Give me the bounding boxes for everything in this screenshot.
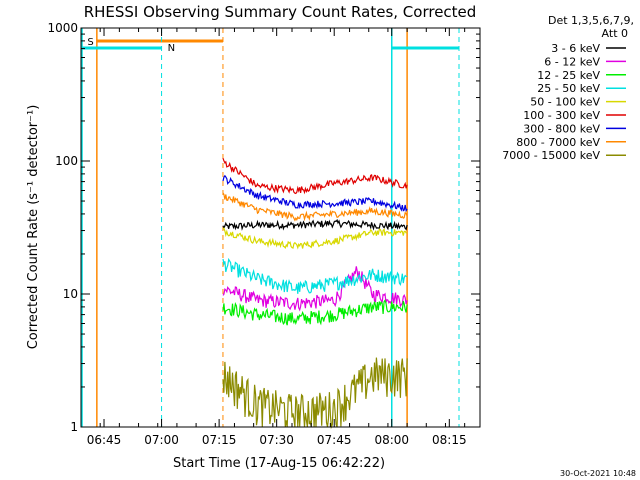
chart-title: RHESSI Observing Summary Count Rates, Co… bbox=[84, 3, 477, 21]
y-tick-label-2: 100 bbox=[55, 154, 78, 168]
legend-label-8: 800 - 7000 keV bbox=[516, 136, 600, 149]
legend-label-5: 50 - 100 keV bbox=[530, 96, 600, 109]
legend-label-2: 6 - 12 keV bbox=[544, 55, 600, 68]
x-tick-label-3: 07:30 bbox=[259, 433, 294, 447]
saa-label: S bbox=[87, 37, 93, 48]
x-axis-label: Start Time (17-Aug-15 06:42:22) bbox=[173, 456, 385, 471]
y-tick-label-3: 1000 bbox=[47, 21, 78, 35]
y-axis-label: Corrected Count Rate (s⁻¹ detector⁻¹) bbox=[26, 105, 41, 350]
legend-header-line-2: Att 0 bbox=[602, 27, 628, 40]
series-line-3 bbox=[222, 299, 408, 326]
footer-date: 30-Oct-2021 10:48 bbox=[560, 469, 636, 478]
series-line-9 bbox=[222, 357, 408, 430]
axes: 06:45 07:00 07:15 07:30 07:45 08:00 08:15 1 10 10… bbox=[47, 21, 480, 447]
legend-label-1: 3 - 6 keV bbox=[551, 42, 600, 55]
y-tick-label-0: 1 bbox=[70, 420, 78, 434]
plot-area: SN bbox=[81, 28, 460, 430]
x-tick-label-5: 08:00 bbox=[374, 433, 409, 447]
series-line-4 bbox=[222, 257, 408, 294]
series-line-1 bbox=[222, 218, 408, 231]
series-line-5 bbox=[222, 227, 408, 250]
legend-label-3: 12 - 25 keV bbox=[537, 69, 600, 82]
legend-label-9: 7000 - 15000 keV bbox=[502, 149, 600, 162]
legend-header-line-1: Det 1,3,5,6,7,9, bbox=[548, 14, 634, 27]
series-line-2 bbox=[222, 266, 408, 312]
series-line-6 bbox=[222, 158, 408, 195]
x-tick-label-2: 07:15 bbox=[202, 433, 237, 447]
x-tick-label-6: 08:15 bbox=[432, 433, 467, 447]
night-label: N bbox=[168, 43, 175, 54]
x-tick-label-4: 07:45 bbox=[317, 433, 352, 447]
x-tick-label-1: 07:00 bbox=[144, 433, 179, 447]
series-line-7 bbox=[222, 174, 408, 213]
y-tick-label-1: 10 bbox=[63, 287, 78, 301]
legend-label-4: 25 - 50 keV bbox=[537, 82, 600, 95]
series-line-8 bbox=[222, 192, 408, 222]
legend-label-7: 300 - 800 keV bbox=[523, 122, 600, 135]
legend-label-6: 100 - 300 keV bbox=[523, 109, 600, 122]
x-tick-label-0: 06:45 bbox=[87, 433, 122, 447]
plot-frame bbox=[80, 27, 481, 428]
